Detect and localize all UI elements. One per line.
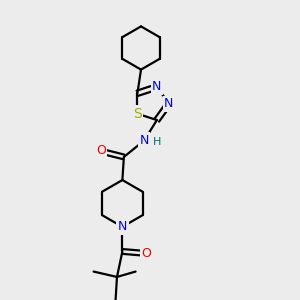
Text: N: N bbox=[152, 80, 162, 94]
Text: S: S bbox=[133, 107, 142, 121]
Text: O: O bbox=[141, 247, 151, 260]
Text: N: N bbox=[140, 134, 149, 147]
Text: H: H bbox=[153, 136, 161, 147]
Text: N: N bbox=[118, 220, 127, 233]
Text: O: O bbox=[96, 144, 106, 158]
Text: N: N bbox=[164, 97, 174, 110]
